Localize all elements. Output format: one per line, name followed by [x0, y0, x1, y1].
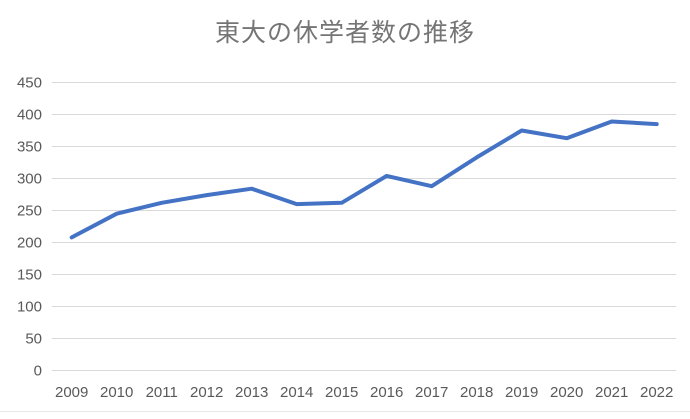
x-tick-label: 2012	[190, 384, 223, 401]
y-tick-label: 50	[25, 331, 42, 348]
y-tick-label: 350	[17, 139, 42, 156]
data-series-line	[69, 119, 659, 240]
x-tick-label: 2017	[415, 384, 448, 401]
y-tick-label: 0	[34, 363, 42, 380]
x-tick-label: 2011	[146, 384, 178, 401]
y-tick-label: 100	[17, 299, 42, 316]
x-tick-label: 2009	[55, 384, 88, 401]
x-tick-label: 2010	[100, 384, 133, 401]
x-tick-label: 2016	[370, 384, 403, 401]
chart-title: 東大の休学者数の推移	[214, 19, 475, 47]
bottom-divider	[0, 411, 690, 412]
x-tick-label: 2022	[640, 384, 673, 401]
x-tick-label: 2021	[595, 384, 628, 401]
x-tick-label: 2018	[460, 384, 493, 401]
x-tick-label: 2014	[280, 384, 313, 401]
x-tick-label: 2019	[505, 384, 538, 401]
x-tick-label: 2020	[550, 384, 583, 401]
y-tick-label: 150	[17, 267, 42, 284]
y-tick-label: 200	[17, 235, 42, 252]
y-tick-label: 300	[17, 171, 42, 188]
y-tick-label: 450	[17, 75, 42, 92]
y-tick-label: 400	[17, 107, 42, 124]
x-tick-label: 2015	[325, 384, 358, 401]
x-tick-label: 2013	[235, 384, 268, 401]
y-tick-label: 250	[17, 203, 42, 220]
